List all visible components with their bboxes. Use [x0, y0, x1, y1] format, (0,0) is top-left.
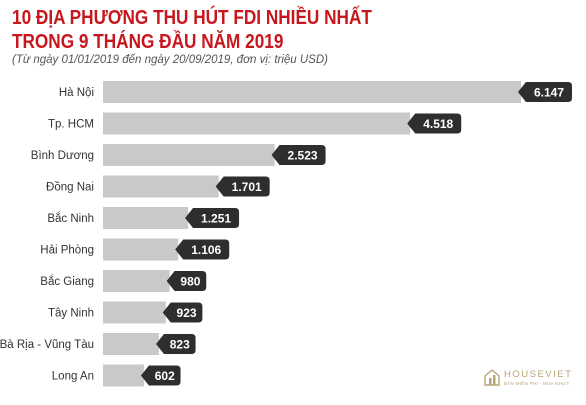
category-label: Long An — [52, 371, 94, 383]
category-label: Đồng Nai — [46, 182, 94, 194]
bar-group: Tp. HCM 4.518 — [48, 112, 462, 135]
bar — [103, 144, 275, 166]
value-label-badge — [271, 145, 326, 165]
value-label: 980 — [180, 275, 200, 289]
bar — [103, 112, 411, 135]
value-label: 602 — [155, 369, 175, 383]
category-label: Bà Rịa - Vũng Tàu — [0, 339, 94, 351]
bar-group: Tây Ninh 923 — [48, 301, 203, 324]
bar-group: Long An 602 — [52, 364, 181, 387]
bar-group: Hải Phòng 1.106 — [40, 238, 230, 261]
bar-group: Hà Nội 6.147 — [59, 81, 572, 103]
bar — [103, 207, 189, 229]
value-label: 823 — [170, 338, 190, 352]
value-label: 6.147 — [534, 86, 564, 100]
bar — [103, 270, 170, 292]
logo-tagline: BẤN MIỄN PHÍ - MUA NHỰT — [504, 381, 570, 386]
value-label-badge — [185, 208, 240, 228]
category-label: Bình Dương — [31, 150, 94, 162]
value-label: 2.523 — [288, 149, 318, 163]
bar-group: Đồng Nai 1.701 — [46, 175, 270, 198]
value-label-badge — [175, 239, 230, 260]
logo-brand: HOUSEVIET — [504, 369, 573, 380]
chart-subtitle: (Từ ngày 01/01/2019 đến ngày 20/09/2019,… — [12, 54, 328, 66]
category-label: Hà Nội — [59, 87, 94, 99]
house-logo-icon — [484, 369, 500, 386]
bar-group: Bà Rịa - Vũng Tàu 823 — [0, 333, 196, 355]
category-label: Bắc Giang — [40, 275, 94, 288]
bar-group: Bình Dương 2.523 — [31, 144, 326, 166]
value-label-badge — [140, 365, 181, 386]
category-label: Hải Phòng — [40, 245, 94, 257]
value-label: 1.701 — [232, 180, 262, 194]
bar — [103, 301, 166, 324]
value-label-badge — [162, 302, 203, 323]
category-label: Bắc Ninh — [47, 212, 94, 225]
chart-title: 10 ĐỊA PHƯƠNG THU HÚT FDI NHIỀU NHẤT TRO… — [12, 6, 442, 54]
bar — [103, 175, 219, 198]
chart-title-line-2: TRONG 9 THÁNG ĐẦU NĂM 2019 — [12, 31, 284, 53]
value-label-badge — [155, 334, 196, 354]
bar-group: Bắc Giang 980 — [40, 270, 207, 292]
value-label-badge — [215, 176, 270, 197]
bar — [103, 364, 144, 387]
chart-title-line-1: 10 ĐỊA PHƯƠNG THU HÚT FDI NHIỀU NHẤT — [12, 7, 372, 29]
value-label-badge — [518, 82, 572, 102]
value-label: 4.518 — [423, 117, 453, 131]
value-label: 1.251 — [201, 212, 231, 226]
bar — [103, 238, 179, 261]
houseviet-logo: HOUSEVIET BẤN MIỄN PHÍ - MUA NHỰT — [484, 366, 580, 390]
value-label: 1.106 — [191, 243, 221, 257]
bar-group: Bắc Ninh 1.251 — [47, 207, 240, 229]
value-label-badge — [166, 271, 207, 291]
category-label: Tp. HCM — [48, 119, 94, 131]
category-label: Tây Ninh — [48, 308, 94, 320]
value-label: 923 — [177, 306, 197, 320]
bar — [103, 81, 521, 103]
value-label-badge — [407, 113, 462, 134]
bar — [103, 333, 159, 355]
